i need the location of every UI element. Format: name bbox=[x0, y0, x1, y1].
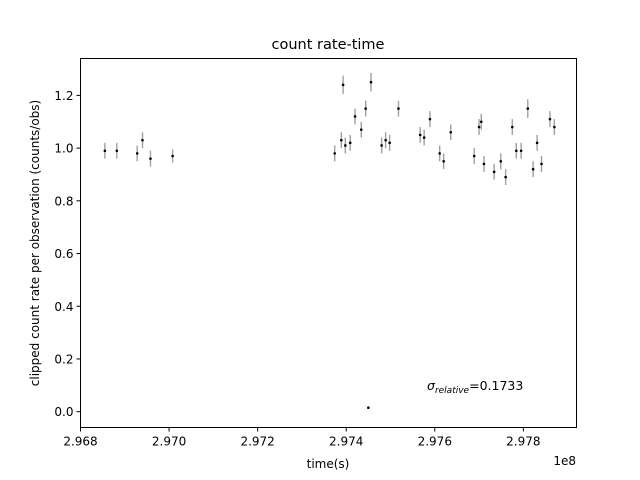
data-point bbox=[535, 141, 539, 145]
data-point bbox=[428, 117, 432, 121]
data-point bbox=[479, 120, 483, 124]
data-point bbox=[472, 154, 476, 158]
data-point bbox=[499, 159, 503, 163]
data-point bbox=[418, 133, 422, 137]
chart-title: count rate-time bbox=[272, 37, 385, 53]
data-point bbox=[553, 125, 556, 129]
sigma-annotation: σrelative=0.1733 bbox=[427, 378, 523, 396]
y-tick-label: 0.2 bbox=[54, 352, 73, 366]
x-tick-label: 2.970 bbox=[152, 435, 186, 449]
data-point bbox=[380, 144, 383, 147]
data-point bbox=[548, 117, 552, 121]
y-axis: 0.0 0.2 0.4 0.6 0.8 1.0 1.2 bbox=[54, 89, 81, 419]
y-tick-label: 1.2 bbox=[54, 89, 73, 103]
data-point bbox=[540, 162, 543, 166]
x-tick-label: 2.972 bbox=[240, 435, 274, 449]
sigma-value: =0.1733 bbox=[469, 378, 523, 393]
data-point bbox=[333, 152, 337, 155]
data-point bbox=[384, 138, 387, 142]
data-point bbox=[438, 152, 441, 155]
plot-area bbox=[103, 72, 556, 410]
data-point bbox=[341, 83, 345, 87]
data-point bbox=[115, 149, 119, 153]
data-point bbox=[449, 131, 453, 134]
data-point bbox=[531, 167, 535, 171]
data-point bbox=[519, 149, 523, 153]
y-tick-label: 0.4 bbox=[54, 300, 73, 314]
y-tick-label: 1.0 bbox=[54, 142, 73, 156]
sigma-symbol: σ bbox=[427, 378, 436, 393]
x-tick-label: 2.976 bbox=[418, 435, 452, 449]
axes-frame bbox=[80, 58, 577, 428]
x-tick-label: 2.968 bbox=[63, 435, 97, 449]
x-tick-label: 2.974 bbox=[329, 435, 363, 449]
sigma-subscript: relative bbox=[435, 386, 470, 396]
x-tick-label: 2.978 bbox=[506, 435, 540, 449]
data-point bbox=[514, 149, 518, 153]
data-point bbox=[369, 80, 373, 84]
data-point bbox=[492, 170, 496, 174]
data-point bbox=[340, 138, 343, 142]
y-tick-label: 0.0 bbox=[54, 405, 73, 419]
data-point bbox=[482, 162, 486, 166]
data-point bbox=[526, 107, 530, 110]
data-point bbox=[442, 159, 445, 163]
data-point bbox=[397, 107, 400, 110]
data-point bbox=[171, 154, 174, 158]
data-point bbox=[141, 138, 144, 142]
data-point bbox=[103, 149, 107, 153]
data-point bbox=[504, 175, 507, 179]
data-point bbox=[364, 107, 368, 110]
y-axis-label: clipped count rate per observation (coun… bbox=[28, 100, 42, 386]
data-point bbox=[422, 136, 426, 139]
data-point bbox=[477, 125, 481, 129]
data-point bbox=[348, 141, 352, 145]
y-tick-label: 0.6 bbox=[54, 247, 73, 261]
data-point bbox=[510, 125, 514, 129]
x-axis-label: time(s) bbox=[307, 457, 350, 471]
data-point bbox=[353, 115, 357, 118]
y-tick-label: 0.8 bbox=[54, 194, 73, 208]
data-point bbox=[359, 128, 363, 131]
data-point bbox=[149, 157, 152, 160]
data-point bbox=[367, 406, 370, 410]
x-axis: 2.968 2.970 2.972 2.974 2.976 2.978 bbox=[63, 427, 541, 449]
data-point bbox=[388, 141, 391, 145]
data-point bbox=[135, 152, 139, 155]
data-point bbox=[344, 144, 347, 147]
x-axis-offset-label: 1e8 bbox=[553, 454, 576, 468]
